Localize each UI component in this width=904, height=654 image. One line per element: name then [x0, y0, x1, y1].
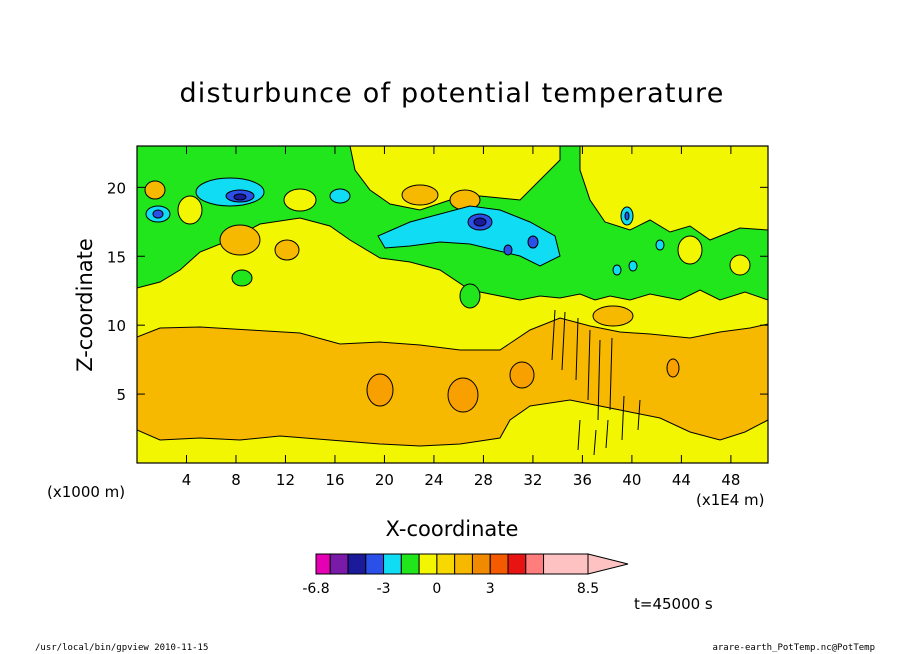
contour-blob-cyan	[329, 188, 351, 204]
colorbar-extension	[587, 553, 629, 575]
contour-blob-yellow	[729, 254, 751, 276]
colorbar-segment	[418, 553, 438, 575]
colorbar-label: 0	[432, 581, 441, 597]
contour-blob-yellow	[677, 235, 703, 265]
x-tick-label: 32	[523, 471, 542, 489]
x-tick-label: 16	[325, 471, 344, 489]
colorbar	[315, 553, 629, 575]
contour-blob-blue	[527, 235, 539, 249]
x-unit-right: (x1E4 m)	[696, 491, 765, 509]
colorbar-segment	[543, 553, 589, 575]
colorbar-label: 8.5	[577, 581, 599, 597]
plot-frame	[136, 145, 769, 464]
x-axis-label: X-coordinate	[386, 517, 519, 541]
colorbar-label: 3	[486, 581, 495, 597]
x-tick-label: 4	[182, 471, 192, 489]
contour-blob-orange	[274, 239, 300, 261]
x-tick-label: 28	[474, 471, 493, 489]
contour-blob-yellow	[283, 188, 317, 212]
colorbar-segment	[525, 553, 545, 575]
colorbar-segment	[315, 553, 331, 575]
colorbar-segment	[383, 553, 402, 575]
colorbar-segment	[507, 553, 527, 575]
colorbar-segment	[471, 553, 491, 575]
contour-blob-orange	[666, 358, 680, 378]
colorbar-segment	[489, 553, 509, 575]
footer-right: arare-earth_PotTemp.nc@PotTemp	[712, 643, 875, 653]
contour-blob-orange	[509, 361, 535, 389]
colorbar-label: -6.8	[302, 581, 329, 597]
contour-blob-cyan	[655, 239, 665, 251]
contour-blob-orange	[366, 373, 394, 407]
contour-blob-orange	[447, 377, 479, 413]
colorbar-segment	[329, 553, 349, 575]
x-axis: 4 8 12 16 20 24 28 32 36 40 44 48	[182, 146, 740, 489]
x-tick-label: 40	[622, 471, 641, 489]
x-tick-label: 24	[424, 471, 443, 489]
y-tick-label: 5	[116, 386, 126, 404]
contour-blob-navy	[473, 217, 487, 227]
x-tick-label: 8	[231, 471, 241, 489]
plot-area	[137, 146, 768, 463]
contour-streak	[551, 309, 641, 456]
contour-blob-cyan	[612, 264, 622, 276]
footer-left: /usr/local/bin/gpview 2010-11-15	[35, 643, 208, 653]
x-tick-label: 20	[375, 471, 394, 489]
x-tick-label: 48	[721, 471, 740, 489]
contour-region-cyan	[377, 205, 561, 267]
colorbar-segment	[454, 553, 473, 575]
contour-blob-blue	[624, 211, 630, 221]
y-axis: 5 10 15 20	[107, 179, 768, 404]
x-tick-label: 44	[672, 471, 691, 489]
colorbar-segment	[365, 553, 385, 575]
time-label: t=45000 s	[634, 595, 713, 613]
colorbar-segment	[347, 553, 367, 575]
contour-blob-yellow	[177, 195, 203, 225]
x-tick-label: 12	[276, 471, 295, 489]
chart-title: disturbunce of potential temperature	[179, 78, 724, 109]
colorbar-label: -3	[377, 581, 391, 597]
contour-blob-blue	[152, 209, 164, 219]
y-tick-label: 10	[107, 317, 126, 335]
y-tick-label: 15	[107, 248, 126, 266]
contour-blob-green	[459, 283, 481, 309]
contour-blob-orange	[401, 184, 439, 206]
contour-blob-navy	[233, 193, 247, 201]
contour-blob-blue	[503, 244, 513, 256]
x-unit-left: (x1000 m)	[47, 483, 125, 501]
x-tick-label: 36	[573, 471, 592, 489]
contour-blob-orange	[144, 180, 166, 200]
colorbar-segment	[436, 553, 456, 575]
contour-blob-green	[231, 269, 253, 287]
y-tick-label: 20	[107, 179, 126, 197]
colorbar-segment	[400, 553, 420, 575]
contour-blob-orange	[219, 224, 261, 256]
contour-blob-cyan	[628, 260, 638, 272]
y-axis-label: Z-coordinate	[73, 238, 97, 372]
contour-region-orange	[137, 317, 768, 447]
colorbar-labels: -6.8 -3 0 3 8.5	[302, 581, 599, 597]
contour-blob-orange	[592, 305, 634, 327]
